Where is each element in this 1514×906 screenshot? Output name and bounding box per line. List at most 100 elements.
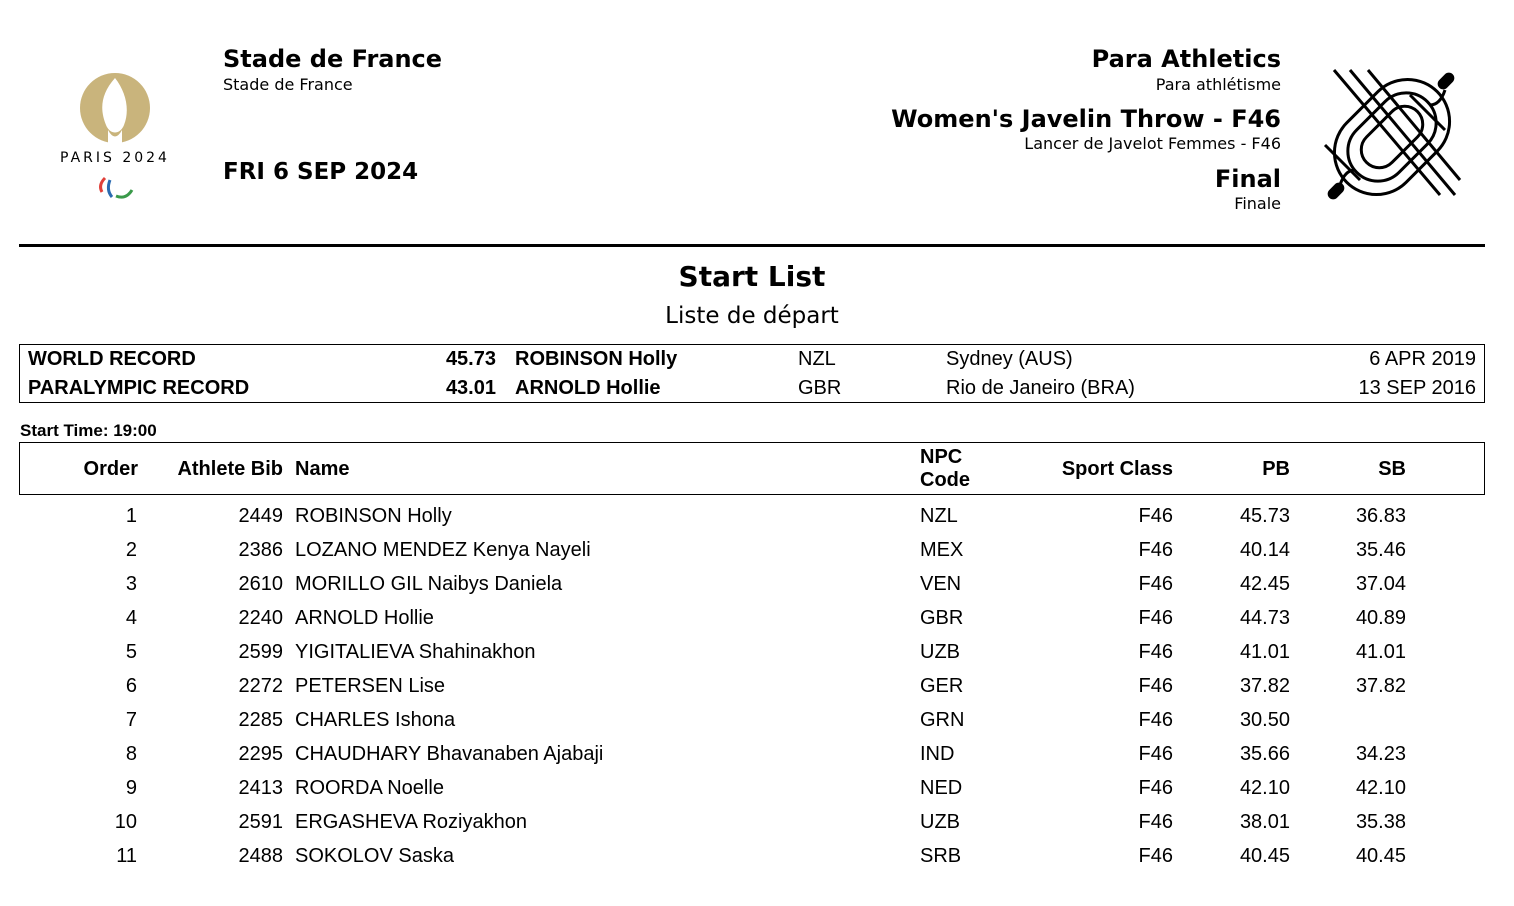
order-cell: 7 <box>125 709 137 731</box>
bib-cell: 2386 <box>238 539 284 561</box>
paris-2024-logo: PARIS 2024 <box>50 70 180 210</box>
sport-class-cell: F46 <box>1138 675 1173 697</box>
bib-cell: 2285 <box>238 709 284 731</box>
document-title: Start List <box>678 260 826 293</box>
athlete-name-cell: LOZANO MENDEZ Kenya Nayeli <box>295 539 591 561</box>
athlete-name-cell: ARNOLD Hollie <box>295 607 434 629</box>
table-row: 5 2599 YIGITALIEVA Shahinakhon UZB F46 41.01 4… <box>0 641 1514 675</box>
athlete-name-cell: CHARLES Ishona <box>295 709 456 731</box>
table-row: 1 2449 ROBINSON Holly NZL F46 45.73 36.83 <box>0 505 1514 539</box>
sport-class-cell: F46 <box>1138 573 1173 595</box>
athlete-name-cell: ERGASHEVA Roziyakhon <box>295 811 527 833</box>
sb-cell: 35.46 <box>1355 539 1406 561</box>
sport-class-cell: F46 <box>1138 743 1173 765</box>
header-npc: NPC <box>920 446 963 468</box>
pb-cell: 41.01 <box>1239 641 1290 663</box>
record-holder: ROBINSON Holly <box>515 348 678 370</box>
npc-cell: IND <box>920 743 955 765</box>
record-label: WORLD RECORD <box>28 348 196 370</box>
order-cell: 6 <box>125 675 137 697</box>
pb-cell: 40.14 <box>1239 539 1290 561</box>
athlete-name-cell: YIGITALIEVA Shahinakhon <box>295 641 536 663</box>
sb-cell: 40.45 <box>1355 845 1406 867</box>
pb-cell: 40.45 <box>1239 845 1290 867</box>
athlete-name-cell: ROBINSON Holly <box>295 505 452 527</box>
header-pb: PB <box>1262 458 1290 480</box>
order-cell: 2 <box>125 539 137 561</box>
document-subtitle: Liste de départ <box>665 303 839 329</box>
sb-cell: 34.23 <box>1355 743 1406 765</box>
order-cell: 8 <box>125 743 137 765</box>
athlete-name-cell: SOKOLOV Saska <box>295 845 454 867</box>
event-subtitle: Lancer de Javelot Femmes - F46 <box>1024 134 1281 153</box>
sport-class-cell: F46 <box>1138 641 1173 663</box>
record-holder: ARNOLD Hollie <box>515 377 661 399</box>
record-npc: NZL <box>798 348 836 370</box>
table-row: 2 2386 LOZANO MENDEZ Kenya Nayeli MEX F46 40.… <box>0 539 1514 573</box>
npc-cell: UZB <box>920 641 960 663</box>
table-header <box>19 442 1485 495</box>
sport-title: Para Athletics <box>1091 45 1281 73</box>
npc-cell: SRB <box>920 845 962 867</box>
pb-cell: 42.45 <box>1239 573 1290 595</box>
header-code: Code <box>920 469 970 491</box>
header-name: Name <box>295 458 350 480</box>
sb-cell: 40.89 <box>1355 607 1406 629</box>
table-row: 3 2610 MORILLO GIL Naibys Daniela VEN F46 42.… <box>0 573 1514 607</box>
phase-title: Final <box>1214 165 1281 193</box>
venue-title: Stade de France <box>223 45 443 73</box>
table-row: 10 2591 ERGASHEVA Roziyakhon UZB F46 38.01 35.… <box>0 811 1514 845</box>
sb-cell: 36.83 <box>1355 505 1406 527</box>
npc-cell: VEN <box>920 573 962 595</box>
order-cell: 9 <box>125 777 137 799</box>
table-row: 7 2285 CHARLES Ishona GRN F46 30.50 <box>0 709 1514 743</box>
flame-emblem-icon <box>80 73 150 199</box>
sport-class-cell: F46 <box>1138 709 1173 731</box>
sport-class-cell: F46 <box>1138 845 1173 867</box>
sport-class-cell: F46 <box>1138 811 1173 833</box>
bib-cell: 2240 <box>238 607 284 629</box>
bib-cell: 2272 <box>238 675 284 697</box>
sport-class-cell: F46 <box>1138 505 1173 527</box>
sb-cell: 37.82 <box>1355 675 1406 697</box>
pb-cell: 30.50 <box>1239 709 1290 731</box>
sb-cell: 42.10 <box>1355 777 1406 799</box>
npc-cell: MEX <box>920 539 964 561</box>
record-place: Rio de Janeiro (BRA) <box>946 377 1135 399</box>
sb-cell: 37.04 <box>1355 573 1406 595</box>
header-bib: Athlete Bib <box>177 458 283 480</box>
athlete-name-cell: CHAUDHARY Bhavanaben Ajabaji <box>295 743 604 765</box>
order-cell: 1 <box>125 505 137 527</box>
pb-cell: 35.66 <box>1239 743 1290 765</box>
npc-cell: NZL <box>920 505 958 527</box>
record-npc: GBR <box>798 377 842 399</box>
table-row: 8 2295 CHAUDHARY Bhavanaben Ajabaji IND F46 3… <box>0 743 1514 777</box>
header-sport-class: Sport Class <box>1061 458 1173 480</box>
sport-class-cell: F46 <box>1138 539 1173 561</box>
start-time: Start Time: 19:00 <box>20 421 157 440</box>
record-row-paralympic: PARALYMPIC RECORD 43.01 ARNOLD Hollie GB… <box>0 377 1514 406</box>
pb-cell: 44.73 <box>1239 607 1290 629</box>
order-cell: 3 <box>125 573 137 595</box>
record-date: 6 APR 2019 <box>1369 348 1476 370</box>
npc-cell: NED <box>920 777 963 799</box>
order-cell: 11 <box>116 845 137 867</box>
record-mark: 43.01 <box>445 377 496 399</box>
athletics-track-icon <box>1323 69 1462 200</box>
sport-class-cell: F46 <box>1138 607 1173 629</box>
athlete-name-cell: ROORDA Noelle <box>295 777 444 799</box>
order-cell: 4 <box>125 607 137 629</box>
record-mark: 45.73 <box>445 348 496 370</box>
sport-class-cell: F46 <box>1138 777 1173 799</box>
athlete-name-cell: MORILLO GIL Naibys Daniela <box>295 573 563 595</box>
phase-subtitle: Finale <box>1234 194 1281 213</box>
npc-cell: GER <box>920 675 964 697</box>
npc-cell: UZB <box>920 811 960 833</box>
record-place: Sydney (AUS) <box>946 348 1073 370</box>
pb-cell: 37.82 <box>1239 675 1290 697</box>
record-date: 13 SEP 2016 <box>1358 377 1476 399</box>
pb-cell: 38.01 <box>1239 811 1290 833</box>
table-row: 4 2240 ARNOLD Hollie GBR F46 44.73 40.89 <box>0 607 1514 641</box>
table-row: 11 2488 SOKOLOV Saska SRB F46 40.45 40.45 <box>0 845 1514 879</box>
bib-cell: 2591 <box>238 811 284 833</box>
